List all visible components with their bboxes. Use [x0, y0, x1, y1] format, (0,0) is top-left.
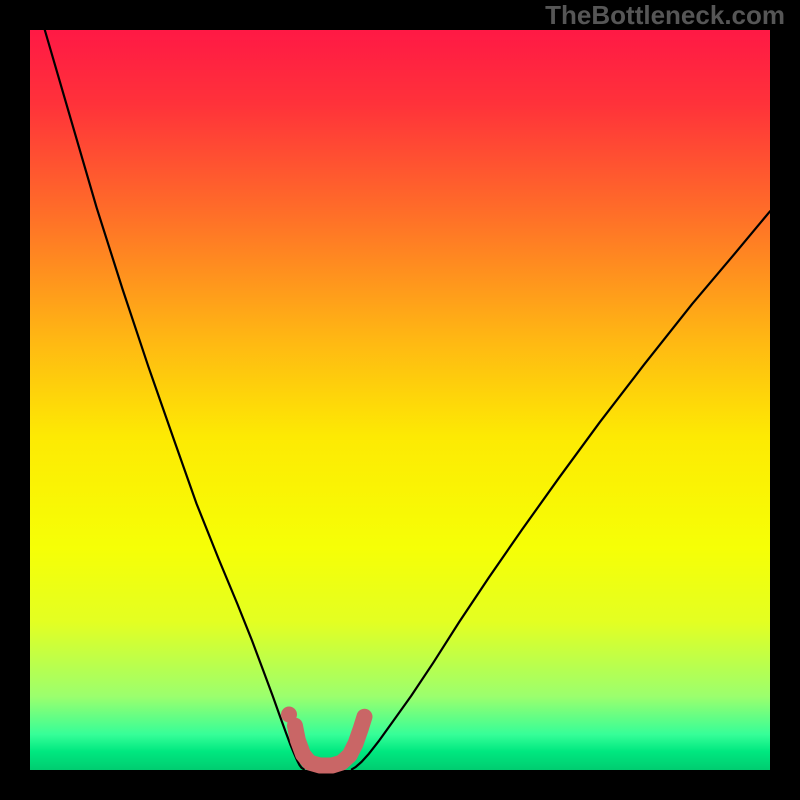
chart-svg — [0, 0, 800, 800]
chart-frame: TheBottleneck.com — [0, 0, 800, 800]
plot-gradient-background — [30, 30, 770, 770]
valley-overlay-dot — [281, 707, 297, 723]
watermark-label: TheBottleneck.com — [545, 2, 785, 28]
